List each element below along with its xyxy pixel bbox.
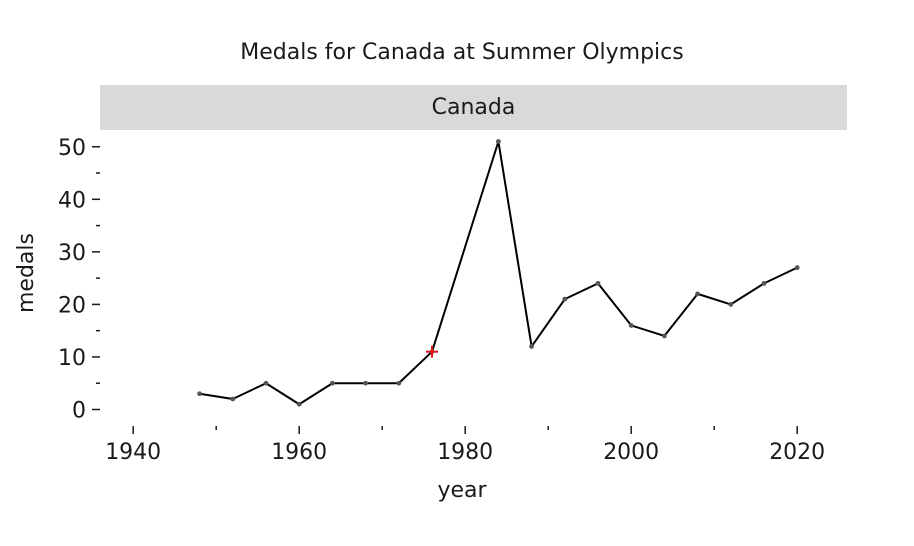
data-point: [197, 391, 203, 397]
x-axis: 1940 1960 1980 2000 2020: [105, 426, 825, 465]
y-tick-label: 10: [58, 346, 86, 371]
x-tick-label: 2020: [769, 440, 825, 465]
data-point: [562, 296, 568, 302]
facet-strip-label: Canada: [432, 95, 516, 120]
data-points: [197, 139, 800, 407]
data-point: [662, 333, 667, 339]
data-point: [728, 302, 734, 307]
data-point: [296, 401, 302, 407]
y-tick-label: 40: [58, 188, 86, 213]
y-tick-label: 0: [72, 398, 86, 423]
data-point: [695, 291, 700, 297]
data-point: [529, 344, 534, 349]
y-tick-label: 50: [58, 136, 86, 161]
x-tick-label: 1980: [437, 440, 493, 465]
x-axis-title: year: [437, 478, 487, 503]
facet-strip: [100, 85, 847, 130]
data-point: [230, 396, 236, 402]
y-axis-title: medals: [14, 233, 39, 313]
y-tick-label: 20: [58, 293, 86, 318]
data-point: [794, 265, 800, 271]
data-point: [628, 323, 634, 328]
data-point: [363, 380, 368, 386]
highlight-marker: [426, 345, 438, 358]
data-point: [396, 380, 402, 386]
data-point: [263, 380, 269, 386]
x-tick-label: 1960: [271, 440, 327, 465]
chart-title: Medals for Canada at Summer Olympics: [240, 40, 683, 65]
data-point: [761, 280, 767, 286]
data-point: [595, 280, 601, 286]
plot-area: [197, 139, 800, 407]
data-point: [330, 380, 335, 386]
x-tick-label: 1940: [105, 440, 161, 465]
y-tick-label: 30: [58, 241, 86, 266]
y-axis: 0 10 20 30 40 50: [58, 136, 100, 423]
data-point: [496, 139, 501, 144]
series-line: [199, 140, 798, 406]
x-tick-label: 2000: [603, 440, 659, 465]
